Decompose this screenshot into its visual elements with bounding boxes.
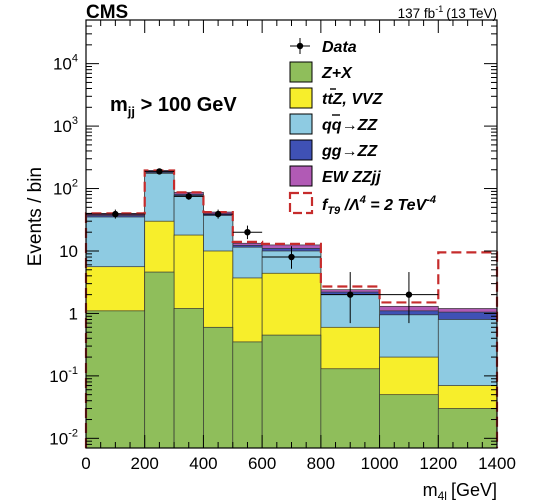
legend-swatch-signal — [288, 191, 314, 215]
legend-entry-zx: Z+X — [289, 61, 353, 83]
legend-swatch-ggzz — [289, 139, 313, 161]
bar-zx-6 — [320, 368, 380, 449]
legend: Data Z+X ttZ, VVZ qq→ZZ gg→ZZ EW ZZjj fT… — [288, 38, 436, 217]
bar-zx-1 — [144, 271, 175, 449]
axes: 0 200 400 600 800 1000 1200 1400 10-2 10-1 1 10 102 1… — [49, 19, 516, 473]
data-point-3 — [214, 210, 222, 218]
data-points — [86, 168, 439, 324]
legend-entry-ewzz: EW ZZjj — [289, 165, 381, 187]
x-tick-label-0: 0 — [81, 454, 90, 473]
data-point-7 — [405, 291, 413, 298]
luminosity-label: 137 fb-1 (13 TeV) — [398, 4, 497, 21]
legend-entry-ggzz: gg→ZZ — [289, 139, 378, 161]
legend-label-signal: fT9 /Λ4 = 2 TeV-4 — [322, 194, 436, 217]
x-tick-label-2: 400 — [189, 454, 217, 473]
data-point-0 — [112, 210, 119, 218]
legend-swatch-ewzz — [289, 165, 313, 187]
y-tick-label-4: 102 — [53, 178, 78, 199]
selection-label: mjj > 100 GeV — [110, 94, 237, 119]
data-point-5 — [288, 253, 295, 261]
legend-swatch-ttz — [289, 87, 313, 109]
y-tick-label-6: 104 — [53, 53, 78, 74]
x-tick-label-5: 1000 — [361, 454, 399, 473]
bar-zx-4 — [232, 341, 263, 449]
legend-label-ewzz: EW ZZjj — [322, 169, 381, 186]
legend-data-marker-dot — [296, 42, 304, 50]
y-tick-label-3: 10 — [59, 242, 78, 261]
bar-zx-3 — [203, 326, 234, 449]
x-axis-title: m4l [GeV] — [423, 480, 497, 502]
legend-entry-qqzz: qq→ZZ — [289, 113, 378, 135]
legend-entry-signal: fT9 /Λ4 = 2 TeV-4 — [288, 191, 436, 217]
legend-swatch-zx — [289, 61, 313, 83]
stacked-histogram — [85, 170, 498, 449]
data-point-1 — [156, 168, 163, 175]
y-tick-label-2: 1 — [69, 304, 78, 323]
legend-label-zx: Z+X — [321, 65, 353, 82]
bar-zx-0 — [85, 310, 146, 449]
y-axis-title: Events / bin — [25, 167, 46, 266]
x-tick-label-7: 1400 — [478, 454, 516, 473]
data-point-6 — [347, 291, 354, 298]
bar-zx-7 — [379, 394, 439, 449]
y-tick-label-5: 103 — [53, 115, 78, 136]
x-tick-label-3: 600 — [248, 454, 276, 473]
data-point-2 — [185, 193, 192, 200]
legend-swatch-qqzz — [289, 113, 313, 135]
x-tick-label-6: 1200 — [419, 454, 457, 473]
bar-zx-8 — [437, 408, 498, 449]
bar-zx-5 — [261, 334, 322, 449]
legend-label-qqzz: qq→ZZ — [322, 117, 378, 134]
data-point-4 — [244, 228, 251, 236]
experiment-label: CMS — [86, 2, 128, 23]
x-tick-label-1: 200 — [131, 454, 159, 473]
legend-entry-data: Data — [290, 38, 357, 56]
legend-label-ggzz: gg→ZZ — [321, 143, 378, 160]
signal-histogram — [84, 169, 499, 448]
legend-label-data: Data — [322, 39, 357, 56]
legend-entry-ttz: ttZ, VVZ — [289, 87, 384, 109]
y-tick-label-1: 10-1 — [49, 365, 78, 386]
y-tick-label-0: 10-2 — [49, 427, 78, 448]
legend-label-ttz: ttZ, VVZ — [322, 91, 384, 108]
signal-line — [84, 169, 499, 448]
x-tick-label-4: 800 — [307, 454, 335, 473]
bar-zx-2 — [173, 308, 204, 449]
